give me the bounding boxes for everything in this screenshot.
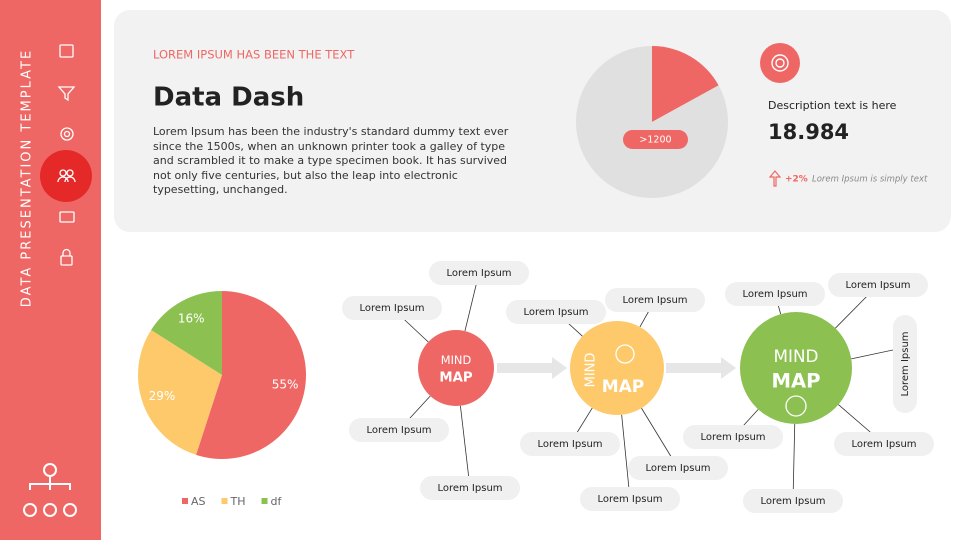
branch-line [621,414,631,500]
branch-pill [834,432,934,456]
pie-slice [151,291,222,375]
node-top: MIND [441,353,472,367]
mind-node [740,312,852,424]
legend-label: AS [191,495,206,508]
branch-label: Lorem Ipsum [851,439,916,450]
legend-swatch [261,498,268,504]
mind-node [570,321,664,415]
branch-label: Lorem Ipsum [359,303,424,314]
branch-label: Lorem Ipsum [537,439,602,450]
badge [623,130,688,149]
title: Data Dash [153,83,304,113]
kpi-change: +2% [785,175,808,185]
sun-icon [615,344,635,364]
up-arrow [768,170,782,187]
node-top: MIND [774,346,819,366]
branch-label: Lorem Ipsum [597,494,662,505]
branch-pill [429,261,529,285]
sidebar-title: DATA PRESENTATION TEMPLATE [20,49,35,307]
branch-pill [725,282,825,306]
branch-pill [743,489,843,513]
branch-line [460,405,471,489]
org-icon [23,463,77,517]
pie-slice [652,46,719,122]
branch-label: Lorem Ipsum [900,331,911,396]
branch-label: Lorem Ipsum [700,432,765,443]
kpi-value: 18.984 [768,120,849,144]
kpi-icon [760,43,800,83]
branch-label: Lorem Ipsum [742,289,807,300]
node-bottom: MAP [771,370,820,393]
branch-pill [828,273,928,297]
node-top: MIND [584,353,599,388]
branch-line [851,349,894,360]
branch-pill [605,288,705,312]
branch-pill [893,315,917,413]
branch-line [792,423,796,502]
branch-label: Lorem Ipsum [845,280,910,291]
node-bottom: MAP [602,377,645,397]
branch-pill [349,418,449,442]
kpi-note: Lorem Ipsum is simply text [812,175,928,185]
branch-pill [683,425,783,449]
kicker: LOREM IPSUM HAS BEEN THE TEXT [153,48,355,62]
kpi-description: Description text is here [768,99,897,112]
body-text: Lorem Ipsum has been the industry's stan… [153,125,509,196]
sidebar [0,0,101,540]
pie-slice [575,46,729,198]
globe-icon [785,395,807,417]
branch-label: Lorem Ipsum [523,307,588,318]
branch-label: Lorem Ipsum [622,295,687,306]
branch-pill [628,456,728,480]
branch-pill [342,296,442,320]
pie-slice [138,329,222,455]
team-icon [57,169,76,183]
branch-pill [580,487,680,511]
branch-label: Lorem Ipsum [366,425,431,436]
branch-label: Lorem Ipsum [645,463,710,474]
branch-label: Lorem Ipsum [446,268,511,279]
legend-label: df [271,495,283,508]
branch-pill [506,300,606,324]
slice-label: 16% [178,312,205,326]
legend-swatch [182,498,188,504]
legend-label: TH [230,495,246,508]
legend-swatch [221,498,228,504]
mind-node [418,330,494,406]
branch-label: Lorem Ipsum [760,496,825,507]
active-tab[interactable] [40,150,92,202]
arrows [497,357,736,379]
slice-label: 55% [272,377,299,391]
branch-label: Lorem Ipsum [437,483,502,494]
slice-label: 29% [149,389,176,403]
pie-slice [196,291,306,459]
header-card [114,10,951,232]
branch-pill [420,476,520,500]
sidebar-icons [57,44,76,266]
target-icon [771,54,789,72]
badge-label: >1200 [639,135,671,146]
node-bottom: MAP [439,371,473,386]
branch-pill [520,432,620,456]
